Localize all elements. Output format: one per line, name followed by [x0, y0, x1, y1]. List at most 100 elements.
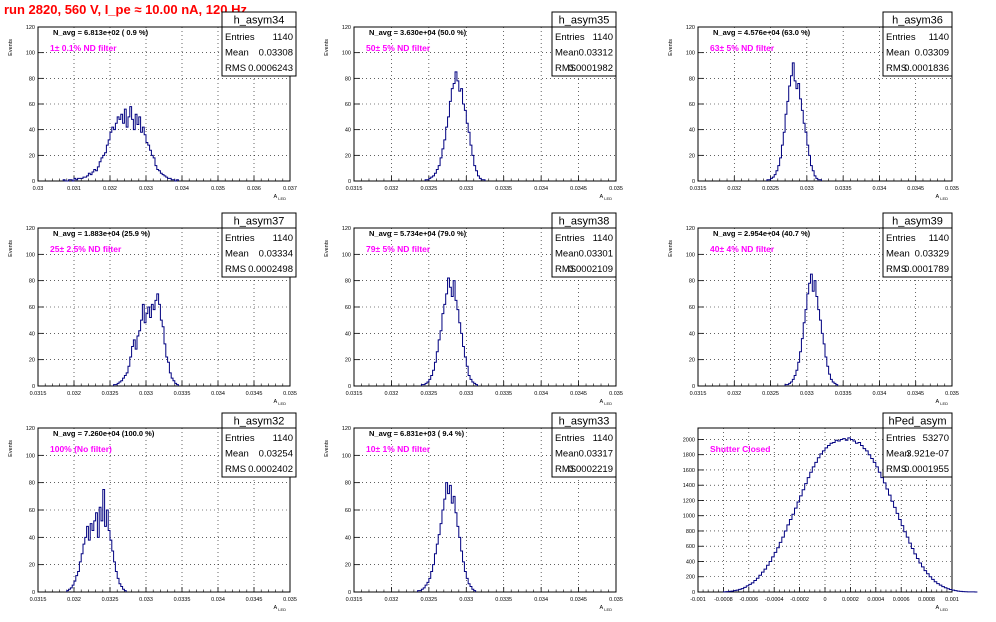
stats-box-frame [882, 412, 953, 478]
histogram-line [62, 106, 179, 182]
x-axis-title: ALED [274, 399, 287, 406]
x-tick-label: 0.0325 [420, 186, 437, 192]
y-tick-label: 40 [345, 331, 351, 337]
x-tick-label: 0.035 [609, 391, 623, 397]
y-tick-label: 0 [32, 590, 35, 596]
x-tick-label: -0.0004 [765, 597, 784, 603]
y-tick-label: 60 [345, 305, 351, 311]
histogram-name: hPed_asym [888, 416, 946, 428]
x-tick-label: 0.0004 [867, 597, 884, 603]
x-axis-title: ALED [936, 194, 949, 201]
filter-label: 1± 0.1% ND filter [50, 43, 117, 53]
histogram-name: h_asym36 [892, 15, 943, 27]
stats-box-frame [221, 212, 297, 278]
histogram-line [722, 437, 978, 593]
x-tick-label: 0.031 [67, 186, 81, 192]
y-tick-label: 100 [26, 252, 35, 258]
stats-value-rms: 0.0001836 [904, 63, 949, 74]
stats-label-mean: Mean [886, 48, 910, 59]
y-tick-label: 100 [342, 453, 351, 459]
x-tick-label: 0.0315 [30, 597, 47, 603]
y-tick-label: 0 [32, 179, 35, 185]
x-tick-label: 0.032 [67, 391, 81, 397]
y-tick-label: 80 [345, 76, 351, 82]
y-tick-label: 0 [32, 384, 35, 390]
stats-label-entries: Entries [555, 433, 585, 444]
histogram-line [420, 277, 479, 386]
x-tick-label: 0.0345 [246, 391, 263, 397]
stats-label-entries: Entries [555, 233, 585, 244]
stats-value-mean: 0.03312 [579, 48, 613, 59]
y-axis-title: Events [668, 39, 674, 56]
x-axis-title: ALED [274, 194, 287, 201]
panel-h_asym33: 0.0315 0.032 0.0325 0.033 0.0335 0.034 0.0345 0… [324, 412, 623, 612]
x-tick-label: 0.035 [283, 597, 297, 603]
navg-label: N_avg = 6.831e+03 ( 9.4 %) [369, 429, 465, 438]
x-tick-label: 0.03 [33, 186, 44, 192]
x-tick-label: -0.0006 [739, 597, 758, 603]
x-tick-label: 0.033 [800, 391, 814, 397]
x-tick-label: 0.0315 [346, 597, 363, 603]
y-tick-label: 100 [26, 453, 35, 459]
stats-label-rms: RMS [555, 264, 576, 275]
navg-label: N_avg = 2.954e+04 (40.7 %) [713, 229, 811, 238]
y-tick-label: 20 [345, 563, 351, 569]
x-tick-label: -0.001 [690, 597, 706, 603]
stats-label-rms: RMS [225, 264, 246, 275]
stats-label-mean: Mean [555, 249, 579, 260]
x-tick-label: 0.0315 [690, 391, 707, 397]
stats-value-mean: 0.03301 [579, 249, 613, 260]
stats-label-mean: Mean [886, 249, 910, 260]
stats-label-entries: Entries [886, 32, 916, 43]
histogram-name: h_asym33 [559, 416, 610, 428]
x-tick-label: 0.0315 [346, 391, 363, 397]
x-axis-title: ALED [274, 605, 287, 612]
stats-value-mean: 0.03317 [579, 449, 613, 460]
y-tick-label: 120 [26, 226, 35, 232]
y-tick-label: 40 [345, 128, 351, 134]
x-tick-label: 0.001 [945, 597, 959, 603]
y-tick-label: 120 [342, 25, 351, 31]
y-tick-label: 80 [29, 481, 35, 487]
y-tick-label: 120 [26, 426, 35, 432]
x-tick-label: 0.034 [534, 391, 548, 397]
stats-label-entries: Entries [225, 433, 255, 444]
x-tick-label: 0.035 [945, 391, 959, 397]
stats-value-rms: 0.0002109 [568, 264, 613, 275]
x-tick-label: 0.0008 [918, 597, 935, 603]
x-tick-label: 0.032 [385, 186, 399, 192]
histogram-name: h_asym39 [892, 216, 943, 228]
y-axis-title: Events [324, 440, 330, 457]
x-tick-label: -0.0008 [714, 597, 733, 603]
y-tick-label: 2000 [683, 437, 695, 443]
x-tick-label: 0.033 [139, 391, 153, 397]
y-tick-label: 40 [29, 128, 35, 134]
stats-label-rms: RMS [886, 464, 907, 475]
stats-value-rms: 0.0006243 [248, 63, 293, 74]
stats-box: h_asym33 Entries 1140 Mean 0.03317RMS0.00022… [551, 412, 617, 478]
navg-label: N_avg = 7.260e+04 (100.0 %) [53, 429, 155, 438]
histogram-line [766, 62, 822, 181]
y-tick-label: 100 [686, 51, 695, 57]
y-tick-label: 80 [689, 279, 695, 285]
panel-hPed_asym: -0.001 -0.0008 -0.0006 -0.0004 -0.0002 0 0.000… [683, 412, 978, 612]
stats-value-entries: 1140 [273, 433, 293, 444]
stats-box-frame [551, 212, 617, 278]
filter-label: 25± 2.5% ND filter [50, 244, 122, 254]
stats-label-mean: Mean [225, 48, 249, 59]
stats-box-frame [221, 11, 297, 77]
stats-box: h_asym36 Entries 1140 Mean 0.03309 RMS0.00018… [882, 11, 953, 77]
stats-label-mean: Mean [555, 449, 579, 460]
y-tick-label: 100 [342, 51, 351, 57]
y-tick-label: 1000 [683, 514, 695, 520]
x-tick-label: 0.0335 [835, 391, 852, 397]
stats-label-rms: RMS [886, 264, 907, 275]
y-tick-label: 120 [686, 25, 695, 31]
stats-value-rms: 0.0001789 [904, 264, 949, 275]
navg-label: N_avg = 3.630e+04 (50.0 %) [369, 28, 467, 37]
x-tick-label: 0.033 [459, 391, 473, 397]
filter-label: 10± 1% ND filter [366, 444, 431, 454]
y-tick-label: 1200 [683, 498, 695, 504]
x-tick-label: 0.034 [211, 597, 225, 603]
